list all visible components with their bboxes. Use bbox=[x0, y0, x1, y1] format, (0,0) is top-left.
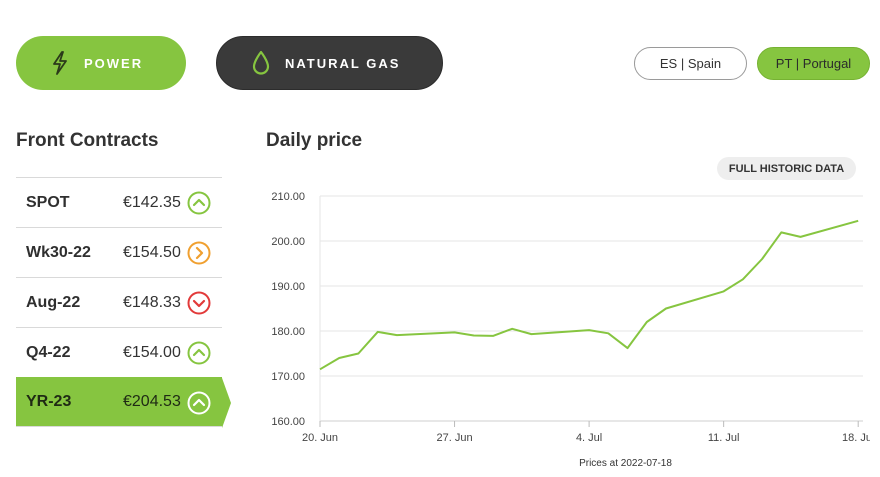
y-tick-label: 180.00 bbox=[271, 326, 305, 338]
lightning-icon bbox=[50, 50, 70, 76]
trend-up-icon bbox=[187, 191, 211, 215]
y-tick-label: 170.00 bbox=[271, 371, 305, 383]
price-series-line bbox=[319, 219, 859, 371]
x-tick-label: 27. Jun bbox=[437, 432, 473, 444]
contract-row-aug-22[interactable]: Aug-22 €148.33 bbox=[16, 277, 222, 327]
chart-footnote: Prices at 2022-07-18 bbox=[579, 458, 672, 469]
x-axis-labels: 20. Jun 27. Jun 4. Jul 11. Jul 18. Jul bbox=[302, 421, 870, 444]
front-contracts-title: Front Contracts bbox=[16, 130, 159, 151]
daily-price-title: Daily price bbox=[266, 130, 363, 151]
power-button[interactable]: POWER bbox=[16, 36, 186, 90]
contract-row-wk30-22[interactable]: Wk30-22 €154.50 bbox=[16, 227, 222, 277]
contract-name: YR-23 bbox=[26, 393, 72, 410]
x-tick-label: 4. Jul bbox=[576, 432, 602, 444]
full-historic-data-button[interactable]: FULL HISTORIC DATA bbox=[717, 157, 856, 180]
contract-price: €154.00 bbox=[123, 343, 181, 361]
trend-up-icon bbox=[187, 341, 211, 365]
contract-name: Q4-22 bbox=[26, 343, 71, 361]
y-tick-label: 210.00 bbox=[271, 191, 305, 203]
contract-row-spot[interactable]: SPOT €142.35 bbox=[16, 177, 222, 227]
flame-drop-icon bbox=[251, 50, 271, 76]
chart-grid bbox=[319, 195, 863, 422]
natural-gas-label: NATURAL GAS bbox=[285, 55, 401, 71]
natural-gas-button[interactable]: NATURAL GAS bbox=[216, 36, 443, 90]
power-label: POWER bbox=[84, 55, 144, 71]
trend-flat-icon bbox=[187, 241, 211, 265]
daily-price-chart: 160.00 170.00 180.00 190.00 200.00 210.00 20.… bbox=[271, 191, 870, 469]
y-tick-label: 190.00 bbox=[271, 281, 305, 293]
x-tick-label: 20. Jun bbox=[302, 432, 338, 444]
y-tick-label: 200.00 bbox=[271, 236, 305, 248]
y-axis-labels: 160.00 170.00 180.00 190.00 200.00 210.00 bbox=[271, 191, 305, 428]
y-tick-label: 160.00 bbox=[271, 416, 305, 428]
contract-row-yr-23[interactable]: YR-23 €204.53 bbox=[16, 377, 231, 428]
trend-up-icon bbox=[187, 391, 211, 415]
trend-down-icon bbox=[187, 291, 211, 315]
contract-row-q4-22[interactable]: Q4-22 €154.00 bbox=[16, 327, 222, 377]
x-tick-label: 18. Jul bbox=[842, 432, 870, 444]
x-tick-label: 11. Jul bbox=[708, 432, 740, 444]
country-pt-button[interactable]: PT | Portugal bbox=[757, 47, 870, 80]
country-es-button[interactable]: ES | Spain bbox=[634, 47, 747, 80]
front-contracts-list: SPOT €142.35 Wk30-22 €154.50 Aug-22 €148… bbox=[16, 177, 231, 428]
contract-name: Wk30-22 bbox=[26, 243, 91, 261]
contract-price: €148.33 bbox=[123, 293, 181, 311]
contract-price: €154.50 bbox=[123, 243, 181, 261]
contract-name: Aug-22 bbox=[26, 293, 81, 311]
contract-price: €142.35 bbox=[123, 193, 181, 211]
contract-name: SPOT bbox=[26, 193, 70, 211]
contract-price: €204.53 bbox=[123, 393, 181, 410]
